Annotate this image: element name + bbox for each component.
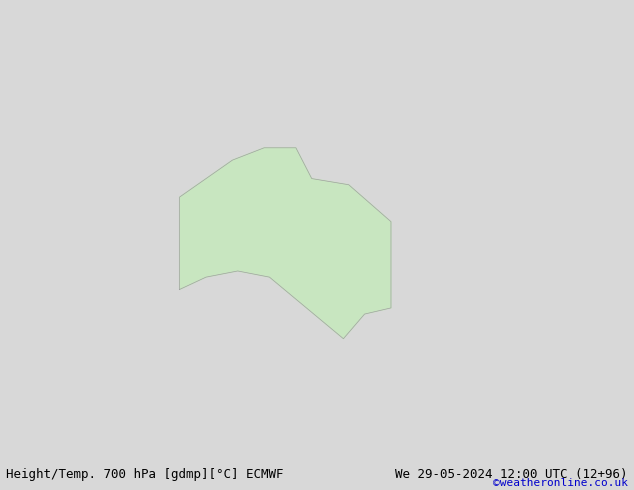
Text: Height/Temp. 700 hPa [gdmp][°C] ECMWF: Height/Temp. 700 hPa [gdmp][°C] ECMWF (6, 467, 284, 481)
Polygon shape (179, 148, 391, 339)
Text: ©weatheronline.co.uk: ©weatheronline.co.uk (493, 478, 628, 488)
Text: We 29-05-2024 12:00 UTC (12+96): We 29-05-2024 12:00 UTC (12+96) (395, 467, 628, 481)
